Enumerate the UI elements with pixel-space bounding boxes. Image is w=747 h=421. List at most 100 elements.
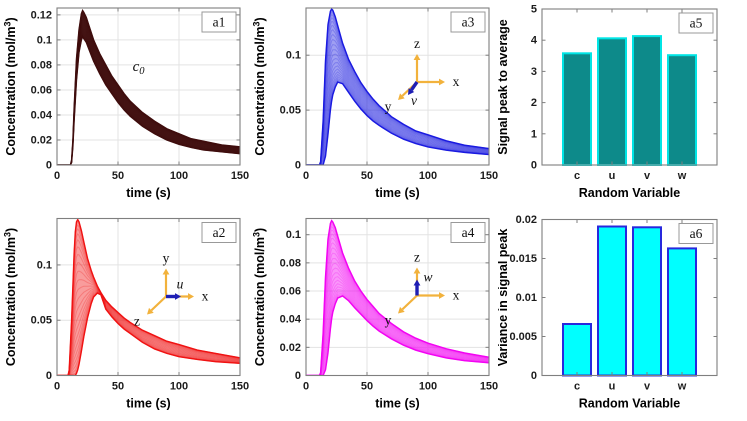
svg-text:0.1: 0.1: [37, 34, 52, 46]
y-axis-label: Concentration (mol/m3): [252, 17, 268, 155]
svg-text:u: u: [609, 381, 616, 393]
svg-text:0.02: 0.02: [31, 134, 52, 146]
svg-text:100: 100: [419, 170, 437, 182]
axis-ticks: c u v w 0 1 2 3 4 5: [531, 4, 717, 182]
svg-text:0: 0: [295, 160, 301, 172]
svg-text:0.04: 0.04: [280, 314, 302, 326]
z-axis-arrow: z: [134, 295, 167, 329]
svg-text:0.02: 0.02: [516, 214, 537, 226]
svg-text:0: 0: [303, 170, 309, 182]
svg-text:150: 150: [480, 170, 498, 182]
panel-tag-box: [201, 11, 237, 33]
panel-tag-box: [678, 12, 714, 34]
panel-tag-label: a6: [690, 226, 703, 241]
gridlines: [306, 218, 489, 376]
bars-a5: [562, 35, 697, 167]
svg-text:v: v: [644, 170, 651, 182]
svg-text:5: 5: [531, 4, 537, 16]
plot-canvas-a4: z x y w 0 50 100 150 0 0.02 0.04 0.06 0.08 0.1 time (s…: [252, 217, 498, 411]
y-axis-label: Concentration (mol/m3): [3, 228, 19, 366]
svg-text:0.06: 0.06: [31, 84, 52, 96]
svg-text:w: w: [677, 381, 687, 393]
svg-text:0.05: 0.05: [280, 105, 301, 117]
axis-ticks: 0 50 100 150 0 0.02 0.04 0.06 0.08 0.1 0.12: [31, 8, 249, 182]
svg-text:0.04: 0.04: [31, 109, 53, 121]
svg-text:v: v: [644, 381, 651, 393]
curve-bundle-a3: [306, 8, 489, 165]
subplot-a4: z x y w 0 50 100 150 0 0.02 0.04 0.06 0.08 0.1 time (s…: [249, 210, 498, 421]
svg-text:150: 150: [231, 170, 249, 182]
svg-text:100: 100: [170, 381, 188, 393]
bar-u: [597, 225, 627, 377]
svg-text:50: 50: [112, 170, 124, 182]
svg-text:0: 0: [46, 370, 52, 382]
svg-text:v: v: [411, 93, 417, 108]
svg-text:4: 4: [531, 35, 538, 47]
svg-text:50: 50: [112, 381, 124, 393]
y-axis-label: Variance in signal peak: [498, 229, 510, 367]
panel-tag-label: a2: [213, 225, 226, 240]
svg-text:x: x: [202, 289, 209, 304]
panel-tag-box: [678, 223, 714, 244]
bar-w: [667, 54, 697, 167]
plot-canvas-a3: z x y v 0 50 100 150 0 0.05 0.1 time (s) Concentrati…: [252, 7, 498, 200]
svg-text:3: 3: [531, 66, 537, 78]
y-axis-label: Concentration (mol/m3): [3, 17, 19, 155]
z-axis-arrow: z: [413, 36, 421, 82]
svg-text:y: y: [163, 251, 170, 266]
x-axis-label: time (s): [126, 397, 170, 411]
svg-text:0.1: 0.1: [37, 259, 52, 271]
x-axis-arrow: x: [417, 74, 460, 89]
panel-tag-box: [201, 222, 237, 243]
axes-frame: [541, 8, 718, 166]
svg-text:0: 0: [531, 370, 537, 382]
y-axis-arrow: y: [385, 294, 418, 328]
u-axis-arrow: u: [166, 277, 184, 300]
svg-text:0.005: 0.005: [509, 331, 537, 343]
svg-text:y: y: [385, 313, 392, 328]
svg-text:0.015: 0.015: [509, 253, 537, 265]
svg-text:0: 0: [54, 170, 60, 182]
plot-canvas-a5: c u v w 0 1 2 3 4 5 Random Variable Signal peak to …: [498, 4, 718, 200]
curve-bundle-a4: [306, 219, 489, 376]
axis-ticks: 0 50 100 150 0 0.02 0.04 0.06 0.08 0.1: [280, 218, 498, 393]
subplot-a5: c u v w 0 1 2 3 4 5 Random Variable Signal peak to …: [498, 0, 747, 210]
svg-text:50: 50: [361, 381, 373, 393]
svg-text:x: x: [453, 288, 460, 303]
x-axis-label: time (s): [375, 397, 419, 411]
svg-text:c: c: [574, 381, 580, 393]
bar-u: [597, 37, 627, 166]
panel-tag-label: a5: [690, 16, 703, 31]
curve-bundle-a1: [57, 8, 240, 165]
svg-text:0: 0: [46, 160, 52, 172]
bar-v: [632, 226, 662, 377]
plot-canvas-a2: y x z u 0 50 100 150 0 0.05 0.1 time (s) Concentrati…: [3, 217, 249, 411]
subplot-a6: c u v w 0 0.005 0.01 0.015 0.02 Random Variable Va…: [498, 210, 747, 421]
x-axis-label: Random Variable: [579, 186, 680, 200]
svg-text:0.12: 0.12: [31, 9, 52, 21]
svg-text:2: 2: [531, 97, 537, 109]
axis-ticks: 0 50 100 150 0 0.05 0.1: [280, 8, 498, 182]
svg-text:150: 150: [480, 381, 498, 393]
svg-text:u: u: [609, 170, 616, 182]
x-axis-label: Random Variable: [579, 397, 680, 411]
svg-text:0: 0: [531, 160, 537, 172]
panel-tag-box: [450, 11, 486, 33]
svg-text:c: c: [574, 170, 580, 182]
svg-text:u: u: [177, 277, 184, 292]
svg-text:0: 0: [54, 381, 60, 393]
panel-tag-box: [450, 222, 486, 243]
svg-text:0.08: 0.08: [280, 257, 301, 269]
svg-text:0.02: 0.02: [280, 342, 301, 354]
axes-frame: [305, 217, 490, 377]
subplot-a2: y x z u 0 50 100 150 0 0.05 0.1 time (s) Concentrati…: [0, 210, 249, 421]
gridlines: [306, 8, 489, 165]
svg-text:0: 0: [303, 381, 309, 393]
w-axis-arrow: w: [413, 270, 433, 296]
axis-triad-inset-a4: z x y w: [385, 250, 460, 328]
bar-c: [562, 323, 592, 377]
svg-text:0: 0: [295, 370, 301, 382]
v-axis-arrow: v: [408, 81, 419, 108]
axes-frame: [56, 7, 241, 166]
axis-triad-inset-a3: z x y v: [385, 36, 460, 114]
